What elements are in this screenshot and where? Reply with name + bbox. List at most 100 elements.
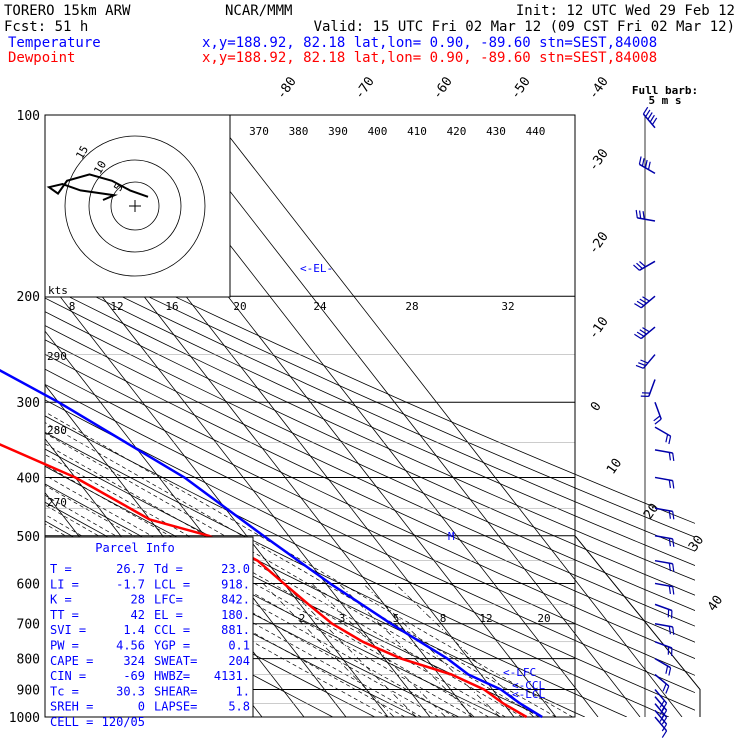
wind-barb xyxy=(654,658,671,669)
theta-label: 420 xyxy=(447,125,467,138)
mixing-ratio-line xyxy=(262,583,395,717)
pressure-tick-label: 200 xyxy=(17,290,40,305)
hodograph-ring xyxy=(64,135,206,277)
wind-barb-flag xyxy=(668,452,671,461)
parcel-value: 324 xyxy=(123,654,145,668)
wind-barb-flag xyxy=(642,327,650,333)
wind-barb-flag xyxy=(635,209,638,218)
parcel-value: 42 xyxy=(131,608,145,622)
parcel-key: Tc = xyxy=(50,684,79,698)
hodo-speed-label: 24 xyxy=(313,300,327,313)
wind-barb-flag xyxy=(634,333,642,340)
wind-barb xyxy=(654,603,673,612)
isotherm xyxy=(45,330,347,717)
theta-label: 380 xyxy=(289,125,309,138)
wind-barb xyxy=(639,163,656,174)
parcel-value: 204 xyxy=(228,654,250,668)
parcel-key: LCL = xyxy=(154,577,190,591)
wind-barb-flag xyxy=(668,435,672,445)
wind-barb-flag xyxy=(662,683,667,692)
isotherm-label: -60 xyxy=(430,74,456,102)
wind-barb-flag xyxy=(672,626,675,635)
hodo-speed-label: 16 xyxy=(165,300,178,313)
pressure-tick-label: 800 xyxy=(17,653,40,668)
mixing-ratio-label: 8 xyxy=(440,612,447,625)
sounding-annotation: <-LCL xyxy=(512,688,545,701)
hodograph-trace xyxy=(46,173,149,201)
wind-barb-flag xyxy=(639,329,647,335)
hodo-speed-label: 8 xyxy=(69,300,76,313)
wind-barb xyxy=(654,716,668,732)
hodograph-ring-label: 15 xyxy=(73,144,91,162)
wind-barb-flag xyxy=(668,563,671,572)
pressure-tick-label: 700 xyxy=(17,618,40,633)
mixing-ratio-line xyxy=(283,583,417,717)
wind-barb-flag xyxy=(654,418,662,425)
wind-barb-flag xyxy=(642,106,649,115)
parcel-key: CAPE = xyxy=(50,654,93,668)
header-org: NCAR/MMM xyxy=(225,3,292,19)
parcel-key: TT = xyxy=(50,608,79,622)
wind-barb-flag xyxy=(672,563,675,572)
wind-barb-flag xyxy=(644,159,648,168)
parcel-key: YGP = xyxy=(154,639,190,653)
wind-barb-flag xyxy=(641,158,645,167)
wind-barb-flag xyxy=(665,665,669,674)
wind-barb xyxy=(648,379,656,397)
wind-barb-flag xyxy=(672,452,675,461)
hodograph-ring xyxy=(88,159,182,253)
wind-barb-flag xyxy=(639,298,647,304)
wind-barb-flag xyxy=(634,303,642,309)
parcel-key: EL = xyxy=(154,608,183,622)
wind-barb xyxy=(654,476,673,482)
hodograph-ring-label: 10 xyxy=(91,159,109,177)
parcel-value: 1.4 xyxy=(123,623,145,637)
wind-barb xyxy=(637,217,656,222)
wind-barb-flag xyxy=(668,510,671,519)
parcel-key: CELL = xyxy=(50,715,93,729)
isotherm xyxy=(45,222,431,717)
parcel-key: HWBZ= xyxy=(154,669,190,683)
parcel-value: -1.7 xyxy=(116,577,145,591)
hodo-speed-label: 20 xyxy=(233,300,246,313)
mixing-ratio-label: 3 xyxy=(339,612,346,625)
isotherm-label: 20 xyxy=(641,501,662,522)
theta-e-label: 290 xyxy=(47,350,67,363)
parcel-key: K = xyxy=(50,593,72,607)
wind-barb-flag xyxy=(668,538,671,547)
isotherm xyxy=(170,115,641,717)
isotherm-label: 10 xyxy=(604,456,625,477)
hodo-speed-label: 32 xyxy=(501,300,514,313)
parcel-value: 1. xyxy=(236,684,250,698)
header-valid: Valid: 15 UTC Fri 02 Mar 12 (09 CST Fri … xyxy=(314,19,735,35)
wind-barb-flag xyxy=(639,210,642,219)
parcel-key: Td = xyxy=(154,562,183,576)
parcel-value: 28 xyxy=(131,593,145,607)
pressure-tick-label: 500 xyxy=(17,530,40,545)
isotherm-label: -80 xyxy=(274,74,300,102)
wind-barb-flag xyxy=(642,296,650,302)
wind-barb-flag xyxy=(668,667,672,676)
location-temperature: x,y=188.92, 82.18 lat,lon= 0.90, -89.60 … xyxy=(202,35,657,51)
isotherm xyxy=(0,115,10,717)
header-fcst: Fcst: 51 h xyxy=(4,19,88,35)
parcel-value: 180. xyxy=(221,608,250,622)
header-init: Init: 12 UTC Wed 29 Feb 12 xyxy=(516,3,735,19)
wind-barb xyxy=(654,449,673,454)
wind-barb-flag xyxy=(638,156,642,165)
parcel-key: CCL = xyxy=(154,623,190,637)
wind-barb-flag xyxy=(672,538,675,547)
parcel-key: SHEAR= xyxy=(154,684,197,698)
pressure-tick-label: 100 xyxy=(17,109,40,124)
parcel-key: PW = xyxy=(50,639,79,653)
parcel-value: 120/05 xyxy=(102,715,145,729)
sounding-annotation: <-LFC xyxy=(503,666,536,679)
parcel-key: SVI = xyxy=(50,623,86,637)
series-lines: <-EL- <-LFC<-CCL<-LCL M xyxy=(0,262,545,719)
parcel-value: -69 xyxy=(123,669,145,683)
isotherm-label: -50 xyxy=(508,74,534,102)
hodo-speed-label: 12 xyxy=(110,300,123,313)
parcel-value: 0 xyxy=(138,700,145,714)
wind-barbs xyxy=(633,106,675,738)
isotherm xyxy=(212,115,683,717)
